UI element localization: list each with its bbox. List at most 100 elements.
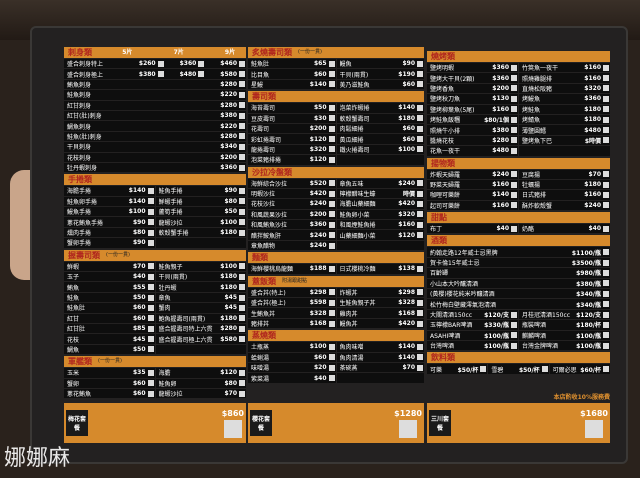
order-checkbox[interactable] — [417, 190, 423, 197]
order-checkbox[interactable] — [603, 85, 609, 92]
menu-item[interactable]: 炸蝦天婦羅 $240 — [427, 169, 518, 179]
order-checkbox[interactable] — [417, 81, 423, 88]
order-checkbox[interactable] — [239, 154, 245, 161]
order-checkbox[interactable] — [147, 187, 154, 194]
order-checkbox[interactable] — [417, 354, 423, 361]
order-checkbox[interactable] — [417, 115, 423, 122]
menu-item[interactable]: 烤鮭魚 $180 — [519, 104, 610, 114]
menu-item[interactable]: 烤鰻魚 $360 — [519, 94, 610, 104]
menu-item[interactable]: 紅甘肚 $85 — [64, 323, 155, 334]
order-checkbox[interactable] — [198, 60, 205, 67]
menu-item[interactable]: 盛合握壽司特上六貫 $280 — [155, 323, 246, 334]
order-checkbox[interactable] — [511, 321, 517, 328]
order-checkbox[interactable] — [511, 85, 517, 92]
order-checkbox[interactable] — [157, 71, 164, 78]
order-checkbox[interactable] — [603, 95, 609, 102]
menu-item[interactable]: 盛合丼(極上) $598 — [248, 298, 336, 308]
menu-item[interactable]: 鹽烤秋刀魚 $130 — [427, 94, 518, 104]
order-checkbox[interactable] — [417, 146, 423, 153]
menu-item[interactable]: ASAHI啤酒 $100/瓶 — [427, 330, 518, 340]
menu-item[interactable]: 賀卡倫15年威士忌 $3500/瓶 — [427, 257, 610, 268]
menu-item[interactable]: 野菜天婦羅 $160 — [427, 179, 518, 190]
order-checkbox[interactable] — [239, 294, 245, 301]
order-checkbox[interactable] — [602, 366, 609, 373]
order-checkbox[interactable] — [239, 164, 245, 171]
menu-item[interactable]: 鮭魚肚 $65 — [248, 59, 336, 69]
menu-item[interactable]: 龍蝦沙拉 $100 — [155, 217, 246, 227]
menu-item[interactable]: 鐵火捲壽司 $100 — [336, 144, 424, 155]
menu-item[interactable]: 鹽烤明蝦 $360 — [427, 63, 518, 73]
menu-item[interactable]: 玉檸檬BAR啤酒 $330/瓶 — [427, 320, 518, 330]
order-checkbox[interactable] — [511, 116, 517, 123]
order-checkbox[interactable] — [603, 64, 609, 71]
menu-item[interactable]: 明蝦沙拉 $420 — [248, 188, 336, 199]
order-checkbox[interactable] — [239, 369, 245, 376]
menu-item[interactable]: 鮭魚肚 $60 — [64, 303, 155, 313]
order-checkbox[interactable] — [328, 146, 335, 153]
order-checkbox[interactable] — [239, 143, 245, 150]
menu-item[interactable]: 魚肉清湯 $140 — [336, 352, 424, 362]
order-checkbox[interactable] — [480, 366, 487, 373]
order-checkbox[interactable] — [603, 321, 609, 328]
order-checkbox[interactable] — [239, 198, 245, 205]
order-checkbox[interactable] — [147, 263, 154, 270]
order-checkbox[interactable] — [239, 133, 245, 140]
menu-item[interactable]: 鯛魚刺身 $220 — [64, 121, 246, 131]
menu-item[interactable]: 肉鬆細捲 $60 — [336, 123, 424, 134]
menu-item[interactable]: 盛合丼(特上) $298 — [248, 287, 336, 298]
menu-item[interactable]: 蟹肉 $45 — [155, 303, 246, 313]
menu-item[interactable]: 彩虹捲壽司 $120 — [248, 134, 336, 144]
order-checkbox[interactable] — [603, 269, 609, 276]
order-checkbox[interactable] — [239, 187, 245, 194]
order-checkbox[interactable] — [511, 342, 517, 349]
menu-item[interactable]: 山藥細麵小菜 $120 — [336, 230, 424, 240]
menu-item[interactable]: 鮭魚 $50 — [64, 292, 155, 303]
order-checkbox[interactable] — [511, 147, 517, 154]
menu-item[interactable]: 鮭魚卵手捲 $140 — [64, 196, 155, 207]
order-checkbox[interactable] — [239, 112, 245, 119]
menu-item[interactable]: 海鮮綜合沙拉 $520 — [248, 178, 336, 188]
order-checkbox[interactable] — [328, 242, 335, 249]
order-checkbox[interactable] — [328, 221, 335, 228]
menu-item[interactable]: 玉子 $40 — [64, 272, 155, 282]
order-checkbox[interactable] — [511, 64, 517, 71]
menu-item[interactable]: 瓶裝啤酒 $180/杯 — [519, 320, 610, 330]
menu-item[interactable]: 味噌湯 $20 — [248, 362, 336, 373]
order-checkbox[interactable] — [239, 325, 245, 332]
order-checkbox[interactable] — [239, 60, 245, 67]
menu-item[interactable]: 烤鯖魚 $180 — [519, 114, 610, 125]
menu-item[interactable]: 章魚醋物 $240 — [248, 240, 336, 251]
menu-item[interactable]: 軟殼蟹手捲 $180 — [155, 227, 246, 238]
menu-item[interactable]: 台灣啤酒 $100/瓶 — [427, 340, 518, 351]
menu-item[interactable]: 檸檬醋味生蠔 時價 — [336, 188, 424, 199]
order-checkbox[interactable] — [603, 75, 609, 82]
set-menu[interactable]: 梅花套餐 $860 — [64, 403, 246, 443]
menu-item[interactable]: 紫菜湯 $40 — [248, 373, 336, 383]
menu-item[interactable]: 可樂 $50/杯 — [427, 364, 488, 374]
order-checkbox[interactable] — [328, 232, 335, 239]
order-checkbox[interactable] — [328, 136, 335, 143]
menu-item[interactable]: 蛤蜊湯 $60 — [248, 352, 336, 362]
order-checkbox[interactable] — [511, 191, 517, 198]
order-checkbox[interactable] — [511, 311, 517, 318]
menu-item[interactable]: 鮭魚卵 $80 — [155, 378, 246, 388]
order-checkbox[interactable] — [417, 320, 423, 327]
menu-item[interactable]: 花壽司 $200 — [248, 123, 336, 134]
order-checkbox[interactable] — [328, 81, 335, 88]
menu-item[interactable]: 麒麟啤酒 $100/瓶 — [519, 330, 610, 340]
order-checkbox[interactable] — [147, 390, 154, 397]
menu-item[interactable]: 日式櫻桃冷麵 $138 — [336, 264, 424, 274]
menu-item[interactable]: 土瓶蒸 $100 — [248, 342, 336, 352]
menu-item[interactable]: 月桂冠清酒150cc $120/支 — [519, 309, 610, 320]
menu-item[interactable]: 泡菜炸蝦捲 $140 — [336, 103, 424, 113]
order-checkbox[interactable] — [239, 273, 245, 280]
menu-item[interactable]: 盛合刺身特上 $260 $360 $460 — [64, 59, 246, 69]
menu-item[interactable]: 紅甘(肚)刺身 $380 — [64, 110, 246, 121]
menu-item[interactable]: 鰻魚 $90 — [336, 59, 424, 69]
order-checkbox[interactable] — [603, 106, 609, 113]
order-checkbox[interactable] — [328, 60, 335, 67]
menu-item[interactable]: 鰻魚丼 $420 — [336, 318, 424, 329]
menu-item[interactable]: 美乃滋鮭魚 $60 — [336, 79, 424, 90]
menu-item[interactable]: 牡丹蝦 $180 — [155, 282, 246, 292]
menu-item[interactable]: 雪碧 $50/杯 — [488, 364, 549, 374]
